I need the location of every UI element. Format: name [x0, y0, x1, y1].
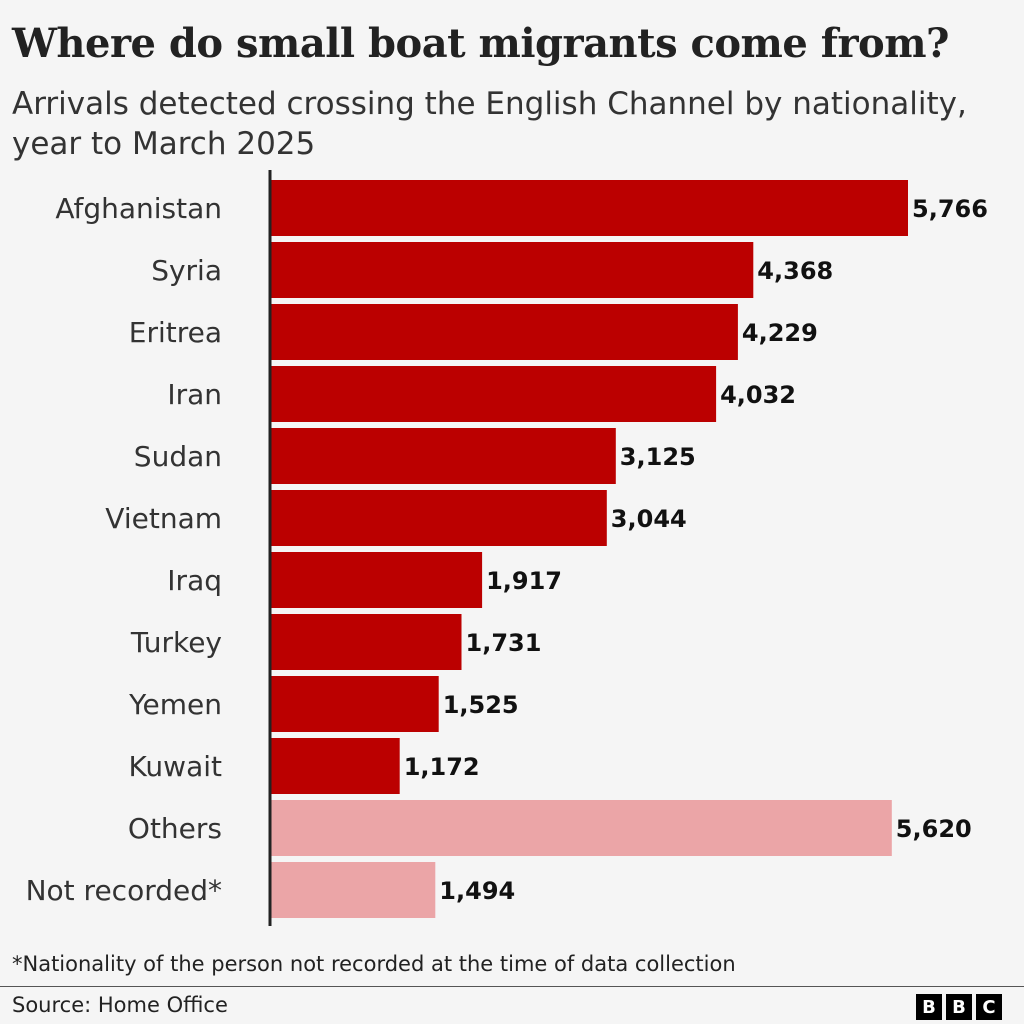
category-label: Iran [167, 378, 222, 411]
value-label: 4,229 [742, 319, 818, 347]
bar-iran [270, 366, 717, 422]
category-label: Iraq [167, 564, 222, 597]
category-label: Sudan [134, 440, 222, 473]
bbc-logo-block: B [916, 994, 942, 1020]
bar-eritrea [270, 304, 738, 360]
value-label: 5,766 [912, 195, 988, 223]
value-label: 3,044 [611, 505, 687, 533]
footer-divider [0, 986, 1024, 987]
value-label: 1,917 [486, 567, 562, 595]
bar-chart: Afghanistan 5,766 Syria 4,368 Eritrea 4,229 Ir… [26, 170, 988, 926]
bbc-logo: B B C [916, 994, 1002, 1020]
bar-yemen [270, 676, 439, 732]
bbc-logo-block: B [946, 994, 972, 1020]
bar-sudan [270, 428, 616, 484]
value-label: 4,368 [757, 257, 833, 285]
value-label: 1,525 [443, 691, 519, 719]
category-label: Vietnam [105, 502, 222, 535]
bar-kuwait [270, 738, 400, 794]
category-label: Kuwait [128, 750, 222, 783]
category-label: Turkey [130, 626, 222, 659]
value-label: 3,125 [620, 443, 696, 471]
bars-layer: Afghanistan 5,766 Syria 4,368 Eritrea 4,229 Ir… [26, 180, 988, 918]
value-label: 1,494 [439, 877, 515, 905]
value-label: 1,731 [466, 629, 542, 657]
category-label: Afghanistan [55, 192, 222, 225]
bar-others [270, 800, 892, 856]
category-label: Others [128, 812, 222, 845]
category-label: Yemen [128, 688, 222, 721]
value-label: 4,032 [720, 381, 796, 409]
footnote: *Nationality of the person not recorded … [12, 952, 736, 976]
category-label: Syria [151, 254, 222, 287]
bar-vietnam [270, 490, 607, 546]
chart-subtitle: Arrivals detected crossing the English C… [12, 86, 967, 162]
category-label: Eritrea [129, 316, 222, 349]
bar-turkey [270, 614, 462, 670]
category-label: Not recorded* [26, 874, 222, 907]
bar-iraq [270, 552, 483, 608]
value-label: 5,620 [896, 815, 972, 843]
chart-title: Where do small boat migrants come from? [12, 20, 949, 67]
bar-afghanistan [270, 180, 908, 236]
bar-syria [270, 242, 754, 298]
source-credit: Source: Home Office [12, 993, 228, 1017]
value-label: 1,172 [404, 753, 480, 781]
bar-not-recorded [270, 862, 436, 918]
bbc-logo-block: C [976, 994, 1002, 1020]
